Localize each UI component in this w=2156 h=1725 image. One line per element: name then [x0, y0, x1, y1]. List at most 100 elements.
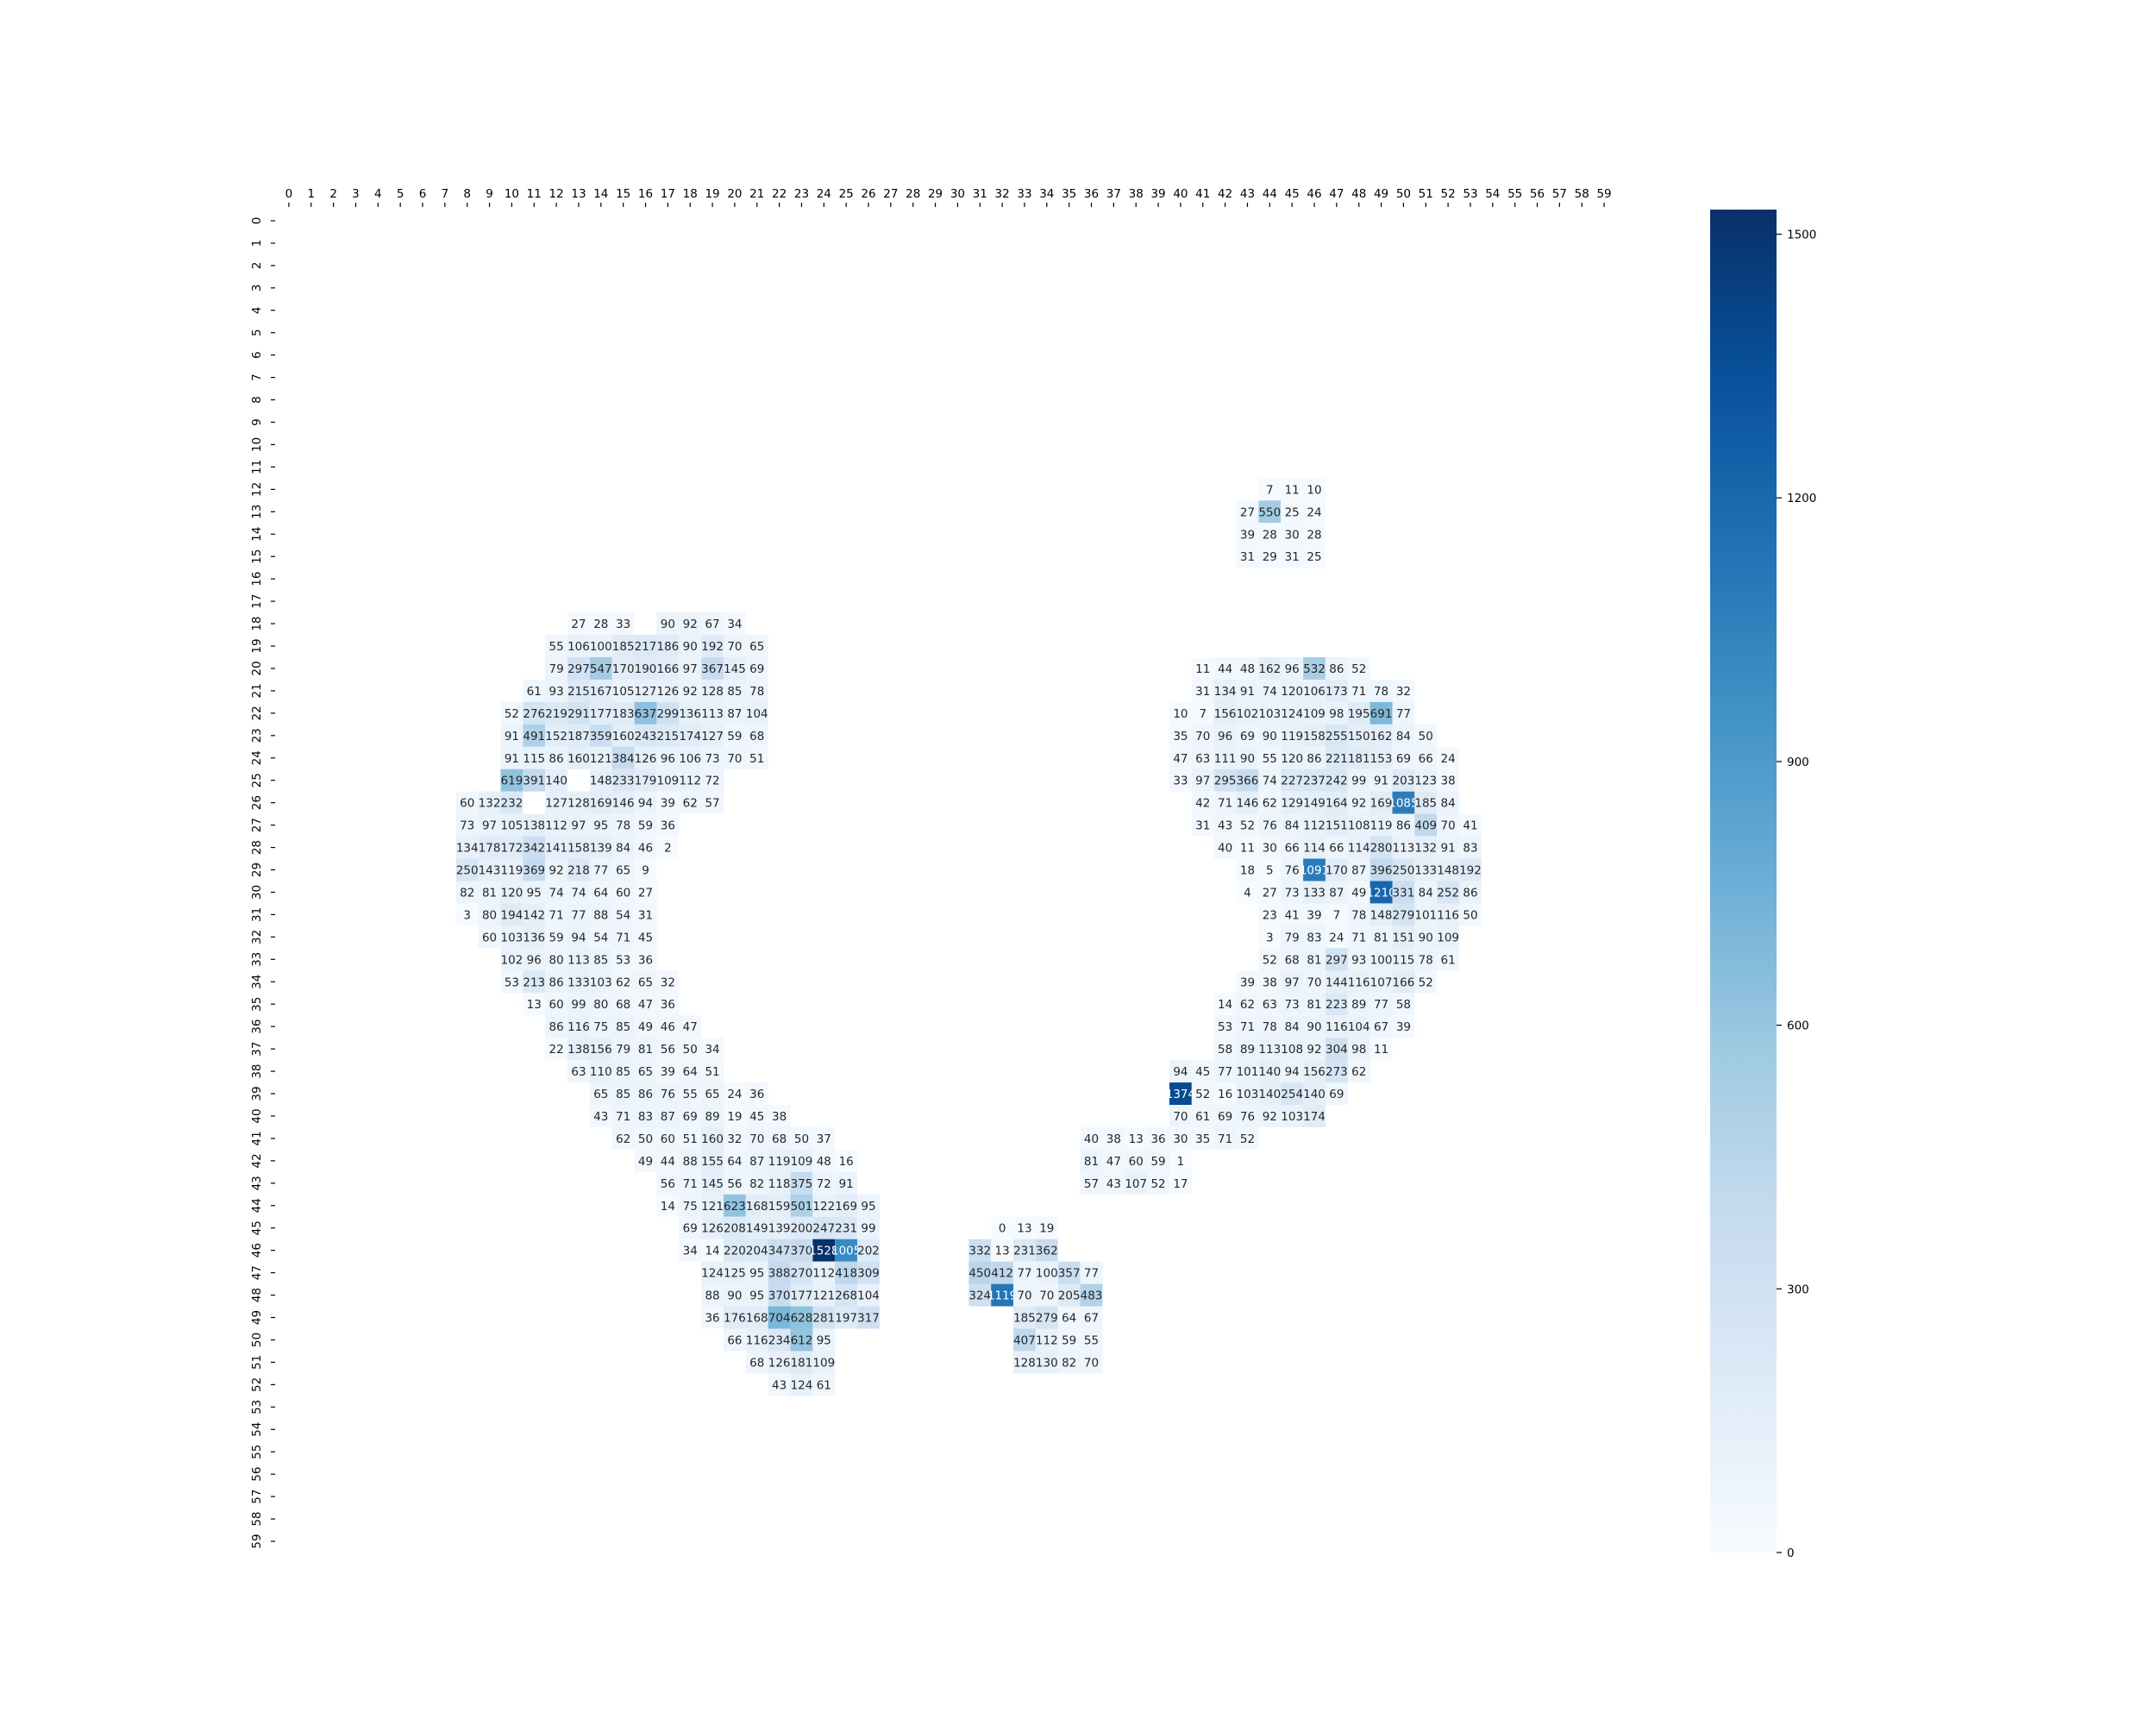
- cell-value-label: 106: [1303, 685, 1326, 699]
- cell-value-label: 80: [593, 998, 608, 1012]
- heatmap-cell: [523, 679, 546, 702]
- heatmap-cell: [1392, 813, 1415, 837]
- x-tick-label: 38: [1129, 187, 1144, 201]
- heatmap-cell: [545, 1038, 568, 1061]
- cell-value-label: 132: [479, 797, 501, 811]
- cell-value-label: 280: [1370, 842, 1393, 856]
- heatmap-cell: [679, 657, 702, 680]
- cell-value-label: 71: [1351, 931, 1366, 944]
- heatmap-cell: [589, 813, 612, 837]
- cell-value-label: 149: [746, 1222, 768, 1236]
- heatmap-cell: [1057, 1306, 1081, 1329]
- heatmap-cell: [589, 612, 612, 636]
- heatmap-cell: [611, 724, 635, 747]
- cell-value-label: 79: [549, 662, 564, 676]
- cell-value-label: 31: [1240, 550, 1255, 564]
- heatmap-cell: [701, 1126, 724, 1150]
- x-tick-label: 8: [463, 187, 471, 201]
- cell-value-label: 106: [567, 640, 590, 654]
- heatmap-cell: [724, 1194, 746, 1217]
- heatmap-cell: [634, 881, 657, 904]
- cell-value-label: 178: [479, 842, 501, 856]
- heatmap-cell: [1414, 836, 1438, 859]
- heatmap-cell: [968, 1239, 992, 1262]
- heatmap-cell: [745, 724, 768, 747]
- cell-value-label: 24: [727, 1088, 742, 1101]
- cell-value-label: 50: [1463, 908, 1477, 922]
- cell-value-label: 28: [593, 618, 608, 631]
- heatmap-cell: [1258, 478, 1282, 501]
- heatmap-cell: [545, 836, 568, 859]
- cell-value-label: 71: [1218, 1132, 1232, 1146]
- cell-value-label: 183: [612, 707, 635, 721]
- cell-value-label: 65: [705, 1088, 719, 1101]
- cell-value-label: 203: [1393, 775, 1415, 788]
- cell-value-label: 13: [995, 1245, 1010, 1258]
- heatmap-cell: [478, 813, 501, 837]
- heatmap-cell: [1369, 970, 1393, 994]
- cell-value-label: 81: [482, 886, 497, 900]
- cell-value-label: 121: [701, 1200, 724, 1214]
- heatmap-cell: [790, 1283, 813, 1307]
- cell-value-label: 74: [1263, 685, 1277, 699]
- heatmap-cell: [567, 858, 590, 881]
- heatmap-cell: [1213, 1015, 1237, 1038]
- heatmap-cell: [724, 1105, 746, 1127]
- heatmap-cell: [1236, 523, 1259, 546]
- heatmap-cell: [1303, 1060, 1326, 1083]
- cell-value-label: 170: [612, 662, 635, 676]
- heatmap-cell: [1303, 701, 1326, 724]
- heatmap-cell: [1459, 836, 1482, 859]
- heatmap-cell: [1191, 768, 1214, 792]
- heatmap-cell: [1125, 1171, 1148, 1195]
- heatmap-cell: [545, 970, 568, 994]
- heatmap-cell: [611, 813, 635, 837]
- cell-value-label: 43: [1106, 1177, 1121, 1191]
- heatmap-cell: [634, 948, 657, 971]
- cell-value-label: 342: [523, 842, 545, 856]
- heatmap-cell: [1213, 836, 1237, 859]
- cell-value-label: 51: [749, 752, 764, 766]
- heatmap-cell: [812, 1373, 836, 1396]
- heatmap-cell: [1258, 813, 1282, 837]
- heatmap-cell: [857, 1261, 880, 1284]
- cell-value-label: 43: [772, 1378, 787, 1392]
- heatmap-cell: [611, 1060, 635, 1083]
- y-tick-label: 54: [250, 1422, 264, 1437]
- colorbar-ticks: 0 300 600 900 1200 1500: [1777, 229, 1816, 1560]
- heatmap-cell: [567, 701, 590, 724]
- heatmap-cell: [478, 858, 501, 881]
- heatmap-cell: [1347, 1060, 1370, 1083]
- heatmap-cell: [679, 1171, 702, 1195]
- heatmap-cell: [724, 1328, 746, 1352]
- heatmap-cell: [1169, 701, 1192, 724]
- heatmap-cell: [745, 1105, 768, 1127]
- cell-value-label: 121: [590, 752, 612, 766]
- cell-value-label: 94: [1285, 1065, 1300, 1079]
- cell-value-label: 90: [727, 1289, 742, 1303]
- heatmap-cell: [589, 679, 612, 702]
- cell-value-label: 30: [1173, 1132, 1188, 1146]
- heatmap-cell: [1080, 1149, 1103, 1172]
- heatmap-cell: [567, 903, 590, 926]
- heatmap-cell: [768, 1283, 791, 1307]
- heatmap-cell: [812, 1261, 836, 1284]
- heatmap-cell: [656, 1171, 680, 1195]
- heatmap-cell: [545, 679, 568, 702]
- cell-value-label: 47: [1173, 752, 1188, 766]
- cell-value-label: 50: [683, 1043, 698, 1057]
- heatmap-cell: [1191, 657, 1214, 680]
- cell-value-label: 81: [1084, 1155, 1099, 1169]
- cell-value-label: 155: [701, 1155, 724, 1169]
- heatmap-cell: [1303, 746, 1326, 769]
- heatmap-cell: [589, 925, 612, 949]
- cell-value-label: 176: [724, 1312, 746, 1326]
- heatmap-cell: [790, 1261, 813, 1284]
- heatmap-cell: [611, 1038, 635, 1061]
- y-tick-label: 46: [250, 1243, 264, 1258]
- heatmap-cell: [745, 1216, 768, 1239]
- cell-value-label: 160: [612, 730, 635, 743]
- cell-value-label: 66: [727, 1333, 742, 1347]
- heatmap-cell: [812, 1149, 836, 1172]
- heatmap-cell: [701, 1082, 724, 1105]
